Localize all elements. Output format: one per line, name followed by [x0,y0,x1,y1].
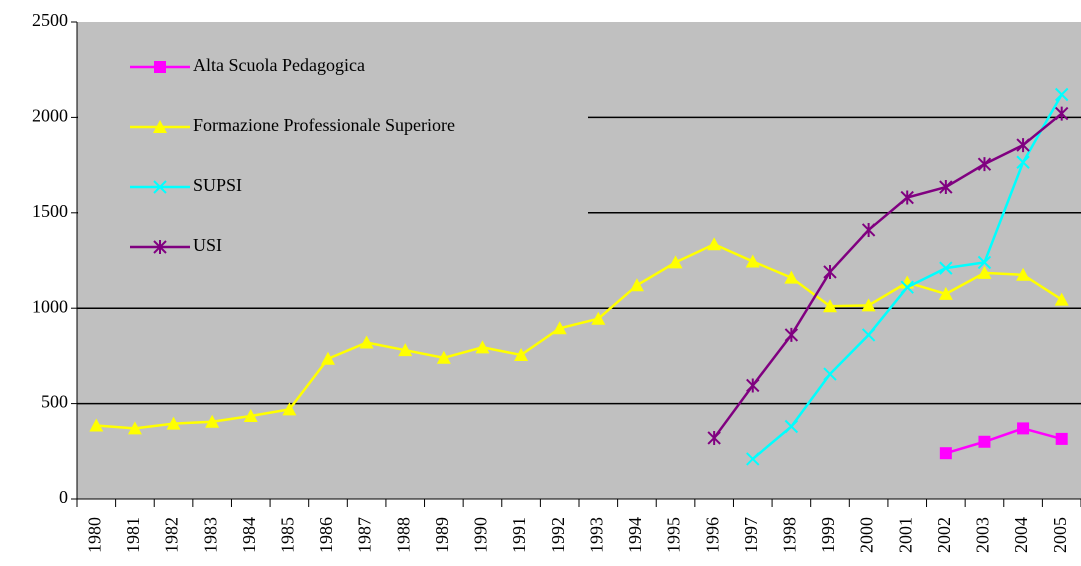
marker [784,419,799,434]
marker [939,180,953,195]
y-tick-label: 0 [59,487,68,507]
marker [1017,422,1030,435]
marker [668,255,683,269]
marker [977,265,992,279]
marker [1054,292,1069,306]
x-tick-label: 1987 [355,517,375,553]
marker [784,270,799,284]
marker [514,347,529,361]
marker [823,367,837,381]
legend-label: SUPSI [193,175,242,195]
series-line [945,427,1063,455]
marker [243,409,258,423]
marker [784,327,799,342]
x-tick-label: 1983 [200,517,220,553]
marker [823,264,837,279]
x-tick-label: 1985 [278,517,298,553]
marker [861,222,876,237]
x-tick-label: 1980 [84,517,104,553]
marker [282,402,297,416]
x-tick-label: 1988 [393,517,413,553]
marker [436,350,451,364]
marker [707,430,721,445]
marker [823,299,837,313]
marker [861,298,876,312]
marker [552,321,567,335]
marker [629,278,644,292]
marker [746,452,760,466]
x-tick-label: 2003 [973,517,993,553]
marker [205,414,220,428]
x-tick-label: 2004 [1011,517,1031,553]
x-tick-label: 2005 [1050,517,1070,553]
series [746,87,1069,466]
series-line [713,112,1063,439]
x-tick-label: 1990 [471,517,491,553]
legend-label: USI [193,235,222,255]
y-tick-label: 2500 [32,10,68,30]
marker [1054,87,1069,102]
series-line [96,242,1063,430]
marker [861,328,876,342]
marker [359,335,374,349]
marker [1016,155,1030,169]
y-tick-label: 1000 [32,296,68,316]
marker [1016,267,1031,281]
x-tick-label: 1996 [702,517,722,553]
marker [591,311,606,325]
series [939,422,1068,460]
legend-marker [154,61,166,73]
x-tick-label: 2000 [857,517,877,553]
marker [939,261,953,275]
marker [978,435,991,448]
x-tick-label: 1993 [586,517,606,553]
legend-marker [153,180,167,194]
marker [939,447,952,460]
x-tick-label: 1991 [509,517,529,553]
legend-marker [153,120,167,133]
marker [89,418,104,432]
x-tick-label: 1981 [123,517,143,553]
series [89,237,1069,435]
marker [1016,138,1030,153]
marker [938,286,953,300]
marker [977,157,992,172]
marker [398,343,413,357]
marker [127,421,142,435]
marker [475,340,490,354]
x-tick-label: 1989 [432,517,452,553]
x-tick-label: 1984 [239,517,259,553]
series [707,106,1069,445]
marker [900,280,914,294]
x-tick-label: 1998 [780,517,800,553]
x-tick-label: 2001 [895,517,915,553]
x-tick-label: 1986 [316,517,336,553]
x-tick-label: 1995 [664,517,684,553]
x-tick-label: 1982 [162,517,182,553]
marker [707,237,722,251]
x-tick-label: 2002 [934,517,954,553]
x-tick-label: 1992 [548,517,568,553]
y-tick-label: 500 [41,392,68,412]
y-tick-label: 2000 [32,106,68,126]
marker [1055,432,1068,445]
legend-label: Alta Scuola Pedagogica [193,55,365,75]
legend-marker [153,240,167,254]
x-tick-label: 1997 [741,517,761,553]
marker [1054,106,1069,121]
marker [977,255,992,270]
marker [746,378,760,393]
marker [321,351,335,365]
x-tick-label: 1994 [625,517,645,553]
marker [166,416,181,430]
legend-label: Formazione Professionale Superiore [193,115,455,135]
marker [900,190,914,205]
x-tick-label: 1999 [818,517,838,553]
marker [745,254,760,268]
y-tick-label: 1500 [32,201,68,221]
